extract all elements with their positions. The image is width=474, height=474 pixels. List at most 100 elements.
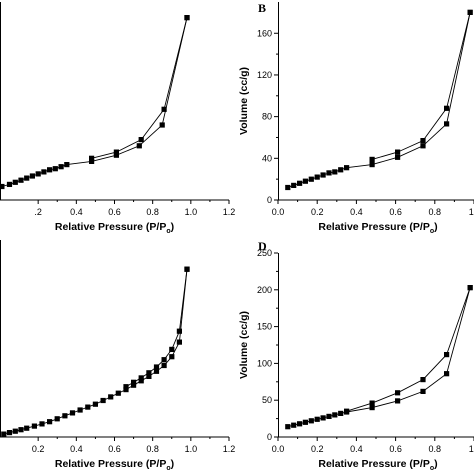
data-point-marker xyxy=(332,412,338,418)
data-point-marker xyxy=(69,410,76,416)
data-point-marker xyxy=(161,357,167,363)
data-point-marker xyxy=(77,407,83,413)
data-point-marker xyxy=(395,149,401,155)
data-point-marker xyxy=(467,9,473,15)
data-point-marker xyxy=(420,143,426,149)
data-point-marker xyxy=(467,285,473,291)
data-point-marker xyxy=(100,397,106,404)
data-point-marker xyxy=(161,362,167,369)
series-line-adsorption xyxy=(1,17,188,187)
data-point-marker xyxy=(314,174,320,180)
x-tick-label: 0.4 xyxy=(70,444,83,454)
data-point-marker xyxy=(138,375,144,381)
data-point-marker xyxy=(131,379,137,385)
data-point-marker xyxy=(35,171,41,177)
data-point-marker xyxy=(285,184,291,191)
data-point-marker xyxy=(332,169,338,175)
panel-c: 0.2 0.4 0.6 0.8 1.0 1.2 Relative Pressure (P/P… xyxy=(0,240,235,472)
y-tick-label: 0 xyxy=(267,432,272,442)
data-point-marker xyxy=(62,413,68,419)
data-point-marker xyxy=(320,415,326,421)
y-tick-label: 50 xyxy=(262,395,272,405)
data-point-marker xyxy=(344,165,350,171)
data-point-marker xyxy=(444,371,450,377)
data-point-marker xyxy=(308,418,314,424)
data-point-marker xyxy=(161,106,167,112)
data-point-marker xyxy=(24,425,30,431)
data-point-marker xyxy=(146,373,152,379)
x-tick-label: .2 xyxy=(34,207,42,217)
data-point-marker xyxy=(52,166,58,172)
data-point-marker xyxy=(89,155,95,161)
data-point-marker xyxy=(302,419,308,425)
data-point-marker xyxy=(64,162,70,168)
y-tick-label: 150 xyxy=(257,322,272,332)
data-point-marker xyxy=(184,266,190,272)
data-point-marker xyxy=(153,368,160,374)
data-point-marker xyxy=(369,400,375,406)
x-tick-label: 0.6 xyxy=(389,444,402,454)
data-point-marker xyxy=(18,177,24,183)
data-point-marker xyxy=(85,404,91,410)
x-tick-label: 0.2 xyxy=(311,444,324,454)
panel-a: .2 0.4 0.6 0.8 1.0 1.2 Relative Pressure (P/Po… xyxy=(0,2,235,235)
data-point-marker xyxy=(12,428,18,434)
x-axis-title-close: ) xyxy=(171,458,175,470)
x-tick-label: 0.6 xyxy=(108,207,121,217)
data-point-marker xyxy=(395,390,401,396)
panel-d: 0.0 0.2 0.4 0.6 0.8 1.(0 50 100 150 200 250 Relativ… xyxy=(238,239,474,472)
data-point-marker xyxy=(29,173,35,179)
data-point-marker xyxy=(420,388,426,394)
data-point-marker xyxy=(444,121,450,127)
series-line-adsorption xyxy=(287,287,471,428)
data-point-marker xyxy=(24,175,30,181)
x-tick-label: 0.2 xyxy=(32,444,45,454)
x-tick-label: 0.8 xyxy=(429,207,442,217)
x-tick-label: 0.4 xyxy=(70,207,83,217)
data-point-marker xyxy=(123,384,129,390)
data-point-marker xyxy=(113,149,119,155)
y-tick-label: 0 xyxy=(267,195,272,205)
data-point-marker xyxy=(39,421,45,427)
x-axis-title-subscript: o xyxy=(166,228,170,235)
data-point-marker xyxy=(136,143,142,149)
data-point-marker xyxy=(159,122,165,128)
series-line-adsorption xyxy=(3,269,188,435)
data-point-marker xyxy=(115,390,121,396)
data-point-marker xyxy=(297,421,303,427)
data-point-marker xyxy=(444,105,450,111)
data-point-marker xyxy=(12,179,18,185)
data-point-marker xyxy=(420,138,426,144)
x-axis-title-close: ) xyxy=(434,458,438,470)
y-axis-title: Volume (cc/g) xyxy=(238,67,250,135)
data-point-marker xyxy=(113,152,119,158)
x-tick-label: 0.8 xyxy=(146,444,159,454)
y-axis-title: Volume (cc/g) xyxy=(238,311,250,379)
y-tick-label: 160 xyxy=(257,28,272,38)
data-point-marker xyxy=(291,182,297,188)
x-axis-title-main: Relative Pressure (P/P xyxy=(318,221,429,233)
x-tick-label: 1.2 xyxy=(223,444,236,454)
x-axis-title: Relative Pressure (P/Po) xyxy=(318,221,437,235)
x-tick-label: 0.0 xyxy=(272,444,285,454)
data-point-marker xyxy=(184,15,190,21)
data-point-marker xyxy=(89,158,95,164)
data-point-marker xyxy=(54,416,60,422)
data-point-marker xyxy=(420,377,426,383)
x-tick-label: 1.( xyxy=(469,444,474,454)
data-point-marker xyxy=(6,181,13,187)
data-point-marker xyxy=(344,408,350,414)
x-axis-title: Relative Pressure (P/Po) xyxy=(55,458,174,472)
x-tick-label: 0.6 xyxy=(108,444,121,454)
data-point-marker xyxy=(297,180,303,186)
x-tick-label: 1.( xyxy=(469,207,474,217)
data-point-marker xyxy=(31,423,37,429)
x-axis-title-close: ) xyxy=(434,221,438,233)
data-point-marker xyxy=(176,339,182,345)
data-point-marker xyxy=(138,378,144,384)
panel-letter: B xyxy=(258,1,266,15)
data-point-marker xyxy=(308,176,314,182)
x-axis-title-main: Relative Pressure (P/P xyxy=(55,458,166,470)
x-tick-label: 0.8 xyxy=(146,207,159,217)
